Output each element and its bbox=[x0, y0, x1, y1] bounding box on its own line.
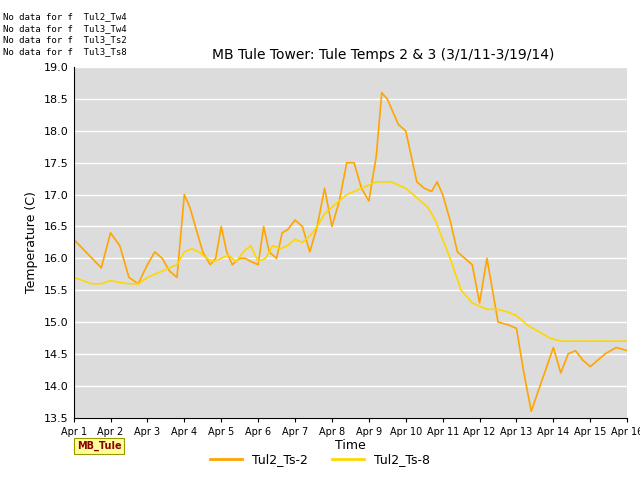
Tul2_Ts-8 bbox=[494, 306, 502, 312]
Tul2_Ts-8 bbox=[623, 338, 631, 344]
Tul2_Ts-2 bbox=[350, 160, 358, 166]
Tul2_Ts-2 bbox=[428, 189, 435, 194]
Tul2_Ts-8 bbox=[586, 338, 594, 344]
Tul2_Ts-8 bbox=[557, 338, 564, 344]
Tul2_Ts-2 bbox=[378, 90, 386, 96]
Tul2_Ts-8 bbox=[372, 179, 380, 185]
Tul2_Ts-8 bbox=[579, 338, 587, 344]
Tul2_Ts-8 bbox=[446, 255, 454, 261]
Legend: Tul2_Ts-2, Tul2_Ts-8: Tul2_Ts-2, Tul2_Ts-8 bbox=[205, 448, 435, 471]
Text: MB_Tule: MB_Tule bbox=[77, 441, 122, 451]
X-axis label: Time: Time bbox=[335, 439, 366, 453]
Tul2_Ts-2 bbox=[134, 281, 142, 287]
Tul2_Ts-2 bbox=[70, 236, 77, 242]
Line: Tul2_Ts-2: Tul2_Ts-2 bbox=[74, 93, 627, 411]
Tul2_Ts-2 bbox=[505, 323, 513, 328]
Line: Tul2_Ts-8: Tul2_Ts-8 bbox=[74, 182, 627, 341]
Tul2_Ts-8 bbox=[568, 338, 576, 344]
Tul2_Ts-8 bbox=[70, 275, 77, 280]
Tul2_Ts-8 bbox=[424, 204, 432, 210]
Y-axis label: Temperature (C): Temperature (C) bbox=[26, 192, 38, 293]
Tul2_Ts-2 bbox=[260, 224, 268, 229]
Tul2_Ts-2 bbox=[413, 179, 420, 185]
Title: MB Tule Tower: Tule Temps 2 & 3 (3/1/11-3/19/14): MB Tule Tower: Tule Temps 2 & 3 (3/1/11-… bbox=[212, 48, 555, 62]
Tul2_Ts-2 bbox=[623, 348, 631, 354]
Tul2_Ts-2 bbox=[527, 408, 535, 414]
Text: No data for f  Tul2_Tw4
No data for f  Tul3_Tw4
No data for f  Tul3_Ts2
No data : No data for f Tul2_Tw4 No data for f Tul… bbox=[3, 12, 127, 56]
